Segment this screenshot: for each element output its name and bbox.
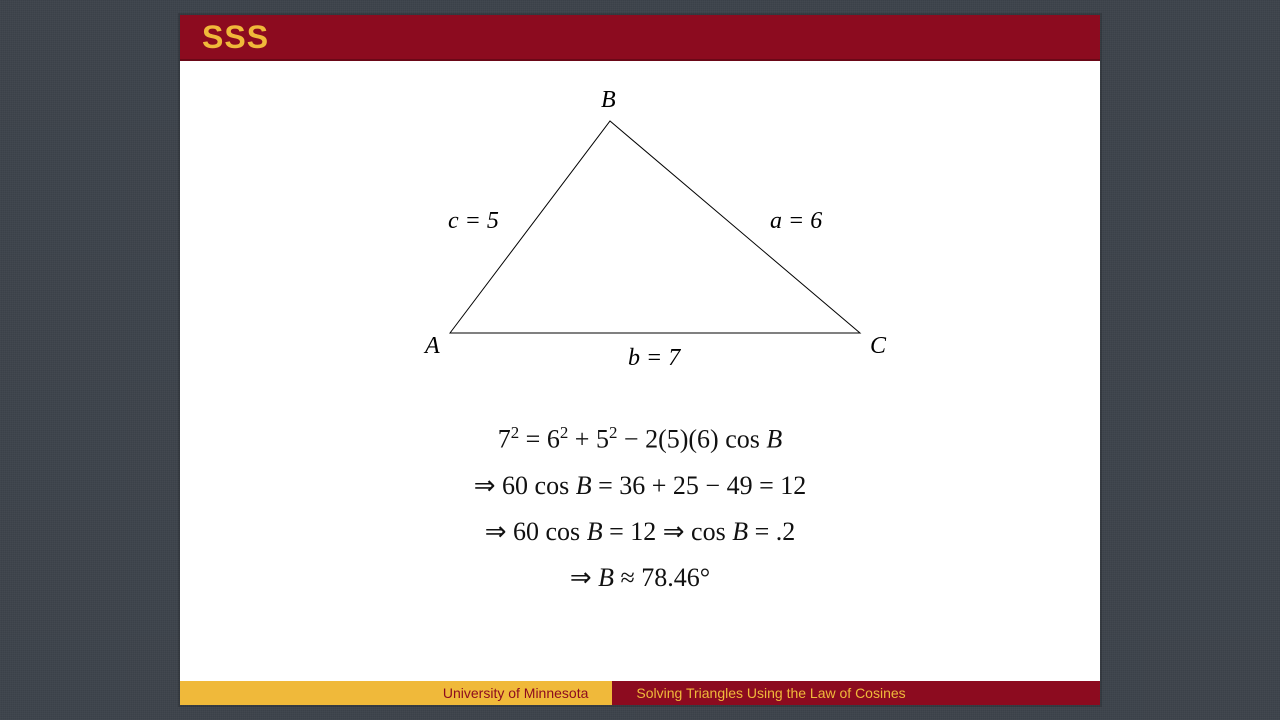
side-label-c: c = 5 bbox=[448, 208, 499, 235]
footer: University of Minnesota Solving Triangle… bbox=[180, 681, 1100, 705]
footer-right: Solving Triangles Using the Law of Cosin… bbox=[612, 681, 1100, 705]
eq1-t3: + 5 bbox=[568, 425, 609, 454]
vertex-label-C: C bbox=[870, 333, 886, 360]
slide-title: SSS bbox=[202, 19, 269, 56]
eq1-t4: − 2(5)(6) cos bbox=[617, 425, 766, 454]
title-bar: SSS bbox=[180, 15, 1100, 61]
eq3-t1: ⇒ 60 cos bbox=[485, 517, 587, 546]
footer-topic: Solving Triangles Using the Law of Cosin… bbox=[636, 685, 905, 701]
eq3-B1: B bbox=[587, 517, 603, 546]
footer-left: University of Minnesota bbox=[180, 681, 612, 705]
eq2-t2: = 36 + 25 − 49 = 12 bbox=[592, 471, 807, 500]
eq1-t2: = 6 bbox=[519, 425, 560, 454]
eq4-t1: ⇒ bbox=[570, 563, 598, 592]
equation-line-2: ⇒ 60 cos B = 36 + 25 − 49 = 12 bbox=[474, 471, 807, 501]
eq3-t3: = .2 bbox=[748, 517, 795, 546]
eq1-t1: 7 bbox=[498, 425, 511, 454]
eq1-s1: 2 bbox=[511, 423, 519, 442]
triangle-diagram: B A C c = 5 a = 6 b = 7 bbox=[370, 73, 910, 373]
slide-content: B A C c = 5 a = 6 b = 7 72 = 62 + 52 − 2… bbox=[180, 63, 1100, 681]
eq2-t1: ⇒ 60 cos bbox=[474, 471, 576, 500]
side-label-a: a = 6 bbox=[770, 208, 822, 235]
vertex-label-A: A bbox=[425, 333, 440, 360]
footer-institution: University of Minnesota bbox=[443, 685, 589, 701]
eq4-B: B bbox=[598, 563, 614, 592]
eq1-B: B bbox=[766, 425, 782, 454]
eq3-t2: = 12 ⇒ cos bbox=[603, 517, 733, 546]
equation-block: 72 = 62 + 52 − 2(5)(6) cos B ⇒ 60 cos B … bbox=[180, 423, 1100, 593]
eq4-t2: ≈ 78.46° bbox=[614, 563, 710, 592]
equation-line-4: ⇒ B ≈ 78.46° bbox=[570, 563, 710, 593]
side-label-b: b = 7 bbox=[628, 345, 680, 372]
eq3-B2: B bbox=[732, 517, 748, 546]
equation-line-3: ⇒ 60 cos B = 12 ⇒ cos B = .2 bbox=[485, 517, 796, 547]
slide: SSS B A C c = 5 a = 6 b = 7 72 = 62 + 52… bbox=[180, 15, 1100, 705]
vertex-label-B: B bbox=[601, 87, 616, 114]
equation-line-1: 72 = 62 + 52 − 2(5)(6) cos B bbox=[498, 423, 783, 455]
eq2-B: B bbox=[576, 471, 592, 500]
